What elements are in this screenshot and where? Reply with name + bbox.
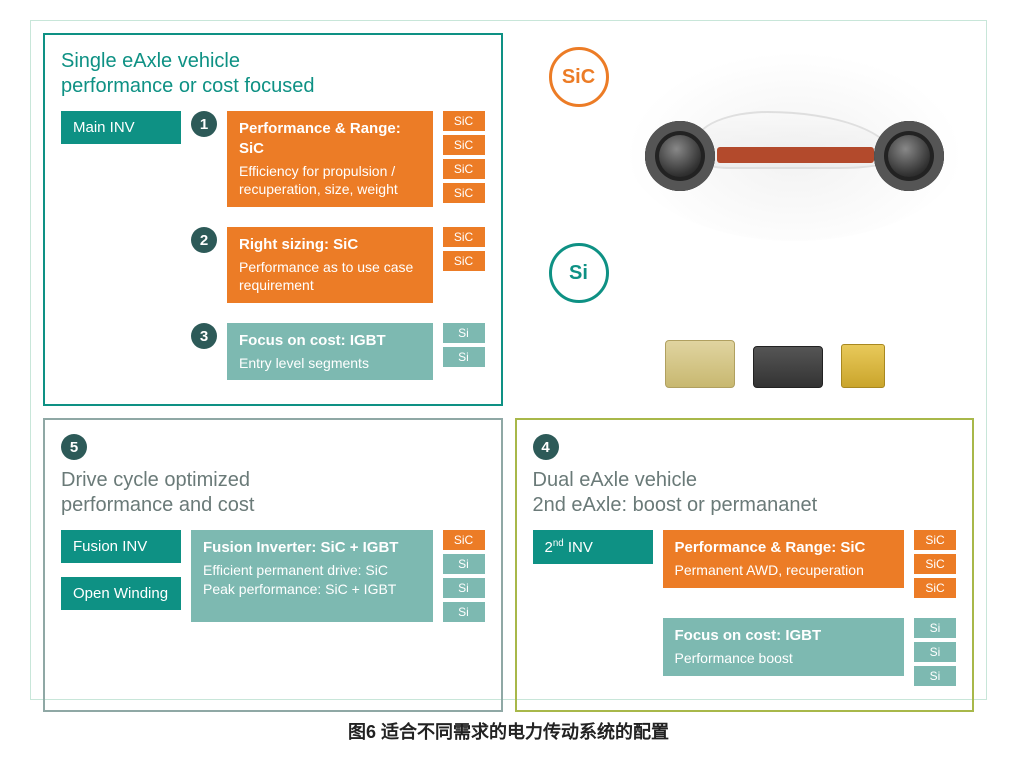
panel-dual-eaxle: 4 Dual eAxle vehicle 2nd eAxle: boost or… <box>515 418 975 712</box>
panel4-option-row: Performance & Range: SiC Permanent AWD, r… <box>663 530 957 598</box>
sic-circle: SiC <box>549 47 609 107</box>
panel-single-eaxle: Single eAxle vehicle performance or cost… <box>43 33 503 406</box>
panel5-tag: Open Winding <box>61 577 181 610</box>
panel1-title-l2: performance or cost focused <box>61 75 314 97</box>
option-title: Right sizing: SiC <box>239 235 421 255</box>
option-title: Focus on cost: IGBT <box>675 626 893 646</box>
panel5-title-l2: performance and cost <box>61 494 254 516</box>
chip: SiC <box>443 183 485 203</box>
panel1-option-row: 3 Focus on cost: IGBT Entry level segments… <box>191 323 485 380</box>
second-inv-tag: 2nd INV <box>533 530 653 564</box>
panel-drive-cycle: 5 Drive cycle optimized performance and … <box>43 418 503 712</box>
module-2 <box>753 346 823 388</box>
panel4-options: Performance & Range: SiC Permanent AWD, r… <box>663 530 957 696</box>
chip: Si <box>443 347 485 367</box>
si-circle: Si <box>549 243 609 303</box>
option-title: Focus on cost: IGBT <box>239 331 421 351</box>
option-block: Performance & Range: SiC Permanent AWD, r… <box>663 530 905 587</box>
panel1-option-row: 1 Performance & Range: SiCEfficiency for … <box>191 111 485 207</box>
option-desc: Performance as to use case requirement <box>239 258 421 296</box>
figure-caption: 图6 适合不同需求的电力传动系统的配置 <box>30 718 987 744</box>
option-desc: Permanent AWD, recuperation <box>675 561 893 580</box>
option-badge: 1 <box>191 111 217 137</box>
option-badge: 3 <box>191 323 217 349</box>
option-block: Performance & Range: SiCEfficiency for p… <box>227 111 433 207</box>
si-label: Si <box>569 262 588 285</box>
main-inv-tag: Main INV <box>61 111 181 144</box>
chip: SiC <box>914 554 956 574</box>
chip: SiC <box>443 227 485 247</box>
panel4-title: Dual eAxle vehicle 2nd eAxle: boost or p… <box>533 468 957 518</box>
power-modules <box>665 340 885 388</box>
chip-col: SiC SiC <box>443 227 485 271</box>
diagram-outer: Single eAxle vehicle performance or cost… <box>30 20 987 700</box>
fusion-title: Fusion Inverter: SiC + IGBT <box>203 538 421 558</box>
chip: Si <box>914 618 956 638</box>
panel1-options: 1 Performance & Range: SiCEfficiency for … <box>191 111 485 390</box>
chip: Si <box>914 642 956 662</box>
chip: Si <box>443 323 485 343</box>
visual-area: SiC Si <box>515 33 975 406</box>
option-block: Right sizing: SiC Performance as to use c… <box>227 227 433 303</box>
vehicle-illustration <box>625 51 965 241</box>
fusion-line1: Efficient permanent drive: SiC <box>203 561 421 580</box>
panel1-left-col: Main INV <box>61 111 181 390</box>
chip: Si <box>914 666 956 686</box>
battery-bar <box>717 147 875 163</box>
option-badge: 2 <box>191 227 217 253</box>
panel5-title-l1: Drive cycle optimized <box>61 469 250 491</box>
panel5-left-col: Fusion INV Open Winding <box>61 530 181 622</box>
chip: SiC <box>443 135 485 155</box>
panel1-title: Single eAxle vehicle performance or cost… <box>61 49 485 99</box>
badge-4: 4 <box>533 434 559 460</box>
fusion-block: Fusion Inverter: SiC + IGBT Efficient pe… <box>191 530 433 622</box>
chip-col: Si Si Si <box>914 618 956 686</box>
wheel-front <box>645 121 715 191</box>
panel1-option-row: 2 Right sizing: SiC Performance as to use … <box>191 227 485 303</box>
chip: Si <box>443 554 485 574</box>
fusion-line2: Peak performance: SiC + IGBT <box>203 580 421 599</box>
chip: Si <box>443 578 485 598</box>
panel5-chips: SiC Si Si Si <box>443 530 485 622</box>
sic-label: SiC <box>562 66 595 89</box>
chip-col: Si Si <box>443 323 485 367</box>
option-title: Performance & Range: SiC <box>239 119 421 160</box>
option-block: Focus on cost: IGBT Entry level segments <box>227 323 433 380</box>
option-desc: Entry level segments <box>239 354 421 373</box>
chip: SiC <box>443 251 485 271</box>
panel5-tag: Fusion INV <box>61 530 181 563</box>
wheel-rear <box>874 121 944 191</box>
option-desc: Efficiency for propulsion / recuperation… <box>239 162 421 200</box>
chip: SiC <box>443 530 485 550</box>
option-desc: Performance boost <box>675 649 893 668</box>
panel1-title-l1: Single eAxle vehicle <box>61 50 240 72</box>
panel4-title-l1: Dual eAxle vehicle <box>533 469 698 491</box>
panel4-option-row: Focus on cost: IGBTPerformance boostSiSi… <box>663 618 957 686</box>
badge-5: 5 <box>61 434 87 460</box>
module-3 <box>841 344 885 388</box>
panel5-title: Drive cycle optimized performance and co… <box>61 468 485 518</box>
panel4-title-l2: 2nd eAxle: boost or permananet <box>533 494 818 516</box>
chip-col: SiC SiC SiC <box>914 530 956 598</box>
chip: SiC <box>914 578 956 598</box>
chip-col: SiC SiC SiC SiC <box>443 111 485 203</box>
option-title: Performance & Range: SiC <box>675 538 893 558</box>
chip: SiC <box>914 530 956 550</box>
module-1 <box>665 340 735 388</box>
chip: Si <box>443 602 485 622</box>
option-block: Focus on cost: IGBT Performance boost <box>663 618 905 675</box>
chip: SiC <box>443 111 485 131</box>
chip: SiC <box>443 159 485 179</box>
panel4-left-col: 2nd INV <box>533 530 653 696</box>
